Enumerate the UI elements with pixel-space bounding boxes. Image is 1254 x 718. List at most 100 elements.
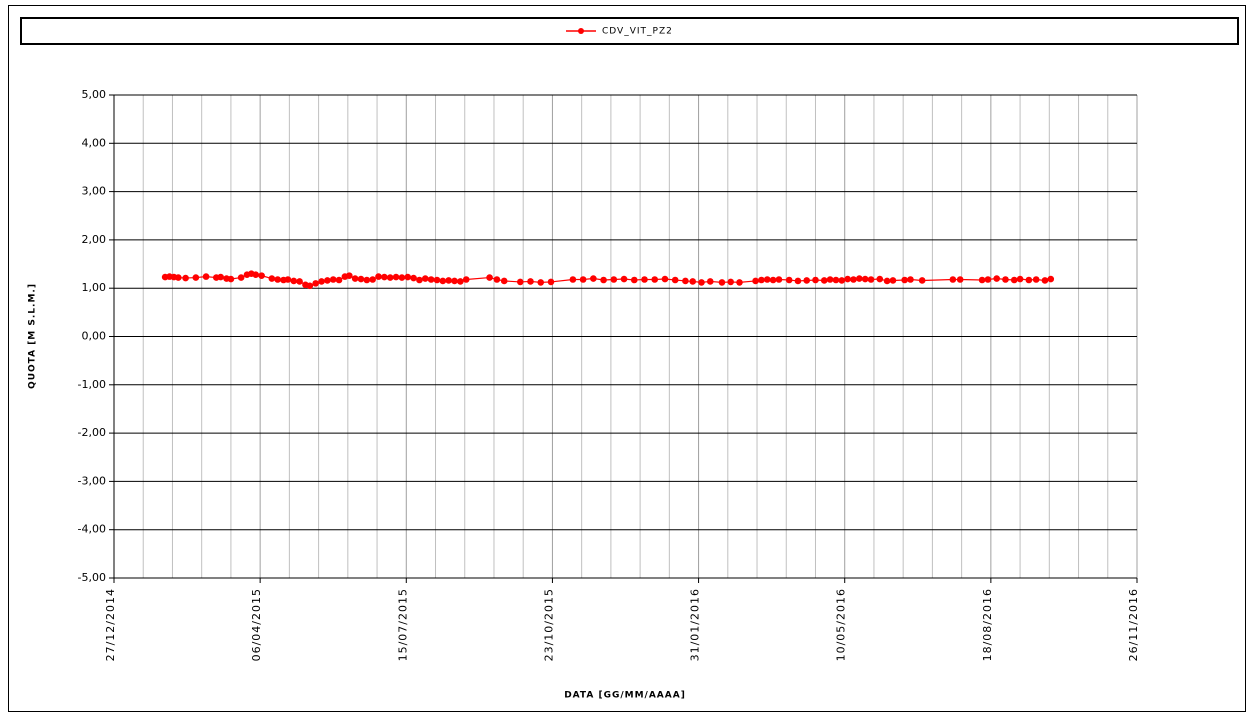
data-point [416, 276, 423, 284]
data-point [451, 277, 458, 285]
data-point [335, 276, 343, 284]
data-point [445, 277, 452, 284]
data-point [1041, 277, 1049, 284]
data-point [889, 277, 897, 284]
y-tick-label: 4,00 [82, 136, 107, 149]
data-point [516, 278, 524, 286]
data-point [290, 277, 298, 285]
data-point [1025, 276, 1033, 284]
data-point [775, 276, 783, 283]
data-point [392, 273, 400, 281]
x-tick-label: 15/07/2015 [396, 588, 409, 661]
x-tick-label: 26/11/2016 [1127, 588, 1140, 661]
data-point [410, 274, 417, 282]
data-point [956, 276, 964, 283]
data-point [949, 276, 957, 283]
data-point [527, 278, 534, 285]
data-point [329, 276, 337, 283]
data-point [907, 276, 914, 283]
x-tick-label: 31/01/2016 [689, 588, 702, 661]
data-point [258, 272, 265, 279]
data-point [1010, 276, 1018, 284]
data-point [769, 276, 777, 284]
data-point [421, 275, 429, 282]
x-axis-label: DATA [GG/MM/AAAA] [564, 691, 686, 701]
data-point [832, 276, 840, 284]
data-point [375, 273, 382, 280]
data-point [318, 278, 325, 285]
x-tick-label: 10/05/2016 [835, 588, 848, 661]
legend-box [20, 17, 1239, 45]
y-tick-label: -1,00 [78, 378, 106, 391]
data-point [486, 274, 493, 281]
data-point [600, 276, 607, 284]
data-point [978, 276, 986, 284]
data-point [1032, 276, 1040, 283]
data-point [812, 276, 819, 284]
data-point [752, 277, 759, 285]
data-point [785, 276, 793, 284]
data-point [547, 278, 555, 286]
y-tick-label: -4,00 [78, 523, 106, 536]
data-point [537, 279, 545, 286]
data-point [641, 276, 648, 283]
data-point [500, 277, 508, 285]
legend-label: CDV_VIT_PZ2 [602, 27, 673, 37]
y-tick-label: -3,00 [78, 474, 106, 487]
data-point [682, 277, 689, 285]
data-point [844, 275, 851, 283]
data-point [296, 278, 303, 285]
chart-frame [8, 5, 1246, 712]
y-tick-label: 0,00 [82, 330, 107, 343]
data-point [993, 275, 1001, 282]
data-point [856, 275, 863, 282]
data-point [433, 276, 441, 284]
data-point [630, 276, 638, 284]
y-tick-label: 3,00 [82, 185, 107, 198]
data-point [457, 278, 464, 285]
data-point [820, 277, 828, 284]
data-point [227, 275, 235, 283]
data-point [718, 279, 726, 286]
data-point [984, 276, 992, 283]
data-point [192, 274, 200, 281]
y-tick-label: 2,00 [82, 233, 107, 246]
y-tick-label: -5,00 [78, 571, 106, 584]
data-point [284, 276, 292, 283]
data-point [876, 275, 884, 283]
data-point [918, 277, 926, 284]
data-point [324, 277, 331, 284]
data-point [1016, 275, 1024, 283]
data-point [794, 277, 802, 285]
data-point [274, 276, 281, 283]
legend-marker [578, 28, 584, 34]
data-point [758, 276, 765, 284]
data-point [312, 280, 319, 287]
data-point [1002, 276, 1009, 283]
data-point [861, 275, 869, 283]
data-point [427, 276, 435, 283]
data-point [493, 276, 501, 283]
data-point [252, 271, 260, 278]
data-point [736, 279, 743, 286]
data-point [398, 274, 406, 281]
data-point [439, 277, 447, 285]
data-point [763, 276, 771, 283]
data-point [462, 276, 470, 283]
data-point [661, 275, 669, 283]
data-point [590, 275, 597, 282]
y-tick-label: 1,00 [82, 281, 107, 294]
data-point [182, 274, 189, 282]
data-point [404, 273, 412, 281]
y-axis-label: QUOTA [M S.L.M.] [28, 283, 38, 389]
data-point [883, 277, 891, 285]
y-tick-label: -2,00 [78, 426, 106, 439]
data-point [345, 272, 353, 279]
data-point [579, 276, 587, 283]
x-tick-label: 23/10/2015 [542, 588, 555, 661]
data-point [357, 275, 365, 283]
data-point [651, 276, 659, 283]
data-point [351, 275, 359, 282]
y-tick-label: 5,00 [82, 88, 107, 101]
